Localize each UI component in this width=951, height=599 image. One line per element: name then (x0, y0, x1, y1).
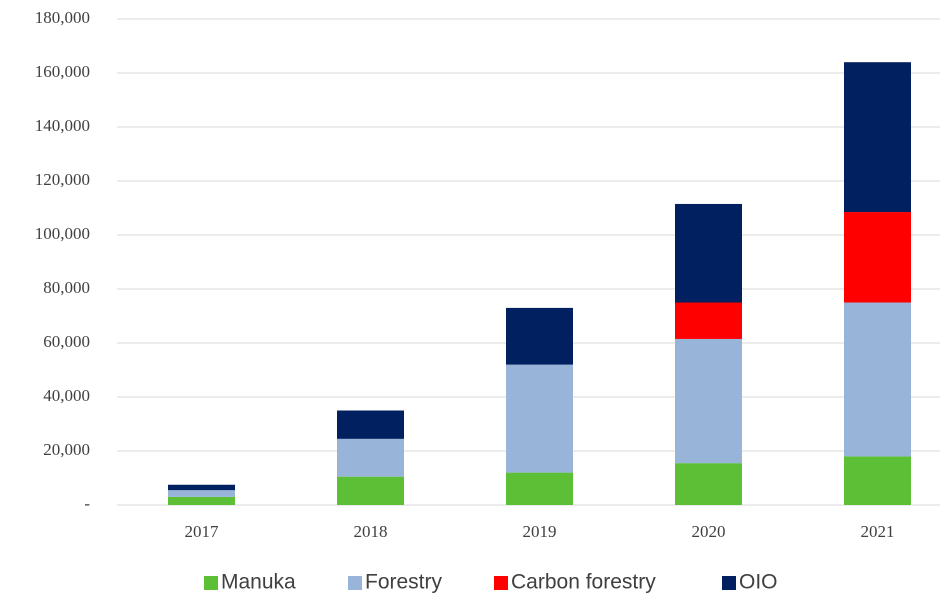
bar-segment (506, 307, 573, 365)
y-tick-label: - (84, 494, 90, 513)
bar-segment (844, 302, 911, 457)
legend-label: Carbon forestry (511, 571, 656, 594)
y-tick-label: 120,000 (35, 170, 90, 189)
y-tick-label: 20,000 (43, 440, 90, 459)
y-tick-label: 100,000 (35, 224, 90, 243)
x-tick-label: 2017 (185, 522, 220, 541)
bar-segment (844, 212, 911, 303)
bar-segment (506, 472, 573, 505)
y-tick-label: 60,000 (43, 332, 90, 351)
legend-label: Forestry (365, 571, 443, 594)
x-tick-label: 2018 (354, 522, 388, 541)
y-tick-label: 180,000 (35, 8, 90, 27)
bar-segment (844, 456, 911, 505)
y-tick-label: 140,000 (35, 116, 90, 135)
legend-label: OIO (739, 571, 778, 594)
bar-segment (844, 62, 911, 213)
bar-segment (337, 438, 404, 477)
bar-segment (337, 410, 404, 439)
x-tick-label: 2021 (861, 522, 895, 541)
bar-segment (675, 338, 742, 464)
y-tick-label: 160,000 (35, 62, 90, 81)
bar-segment (168, 496, 235, 505)
bar-segment (168, 484, 235, 491)
bar-segment (168, 490, 235, 497)
y-tick-label: 80,000 (43, 278, 90, 297)
bar-segment (675, 203, 742, 303)
bar-segment (337, 476, 404, 505)
legend-swatch (204, 576, 218, 590)
legend-label: Manuka (221, 571, 296, 594)
legend-swatch (348, 576, 362, 590)
y-tick-label: 40,000 (43, 386, 90, 405)
x-tick-label: 2019 (523, 522, 557, 541)
bar-segment (675, 302, 742, 339)
bar-segment (506, 364, 573, 473)
bar-segment (675, 463, 742, 505)
legend-swatch (722, 576, 736, 590)
legend-swatch (494, 576, 508, 590)
x-tick-label: 2020 (692, 522, 726, 541)
